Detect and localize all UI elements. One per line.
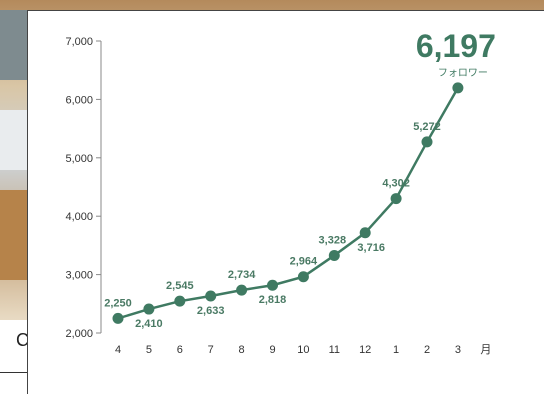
x-tick-label: 4: [115, 344, 121, 356]
x-tick-label: 5: [146, 344, 152, 356]
y-tick-label: 2,000: [65, 328, 93, 340]
partial-text: C: [16, 330, 29, 350]
headline-unit: フォロワー: [438, 68, 488, 79]
data-point: [421, 136, 433, 148]
data-label: 2,964: [290, 256, 318, 268]
headline-value: 6,197: [416, 28, 496, 64]
x-tick-label: 12: [359, 344, 371, 356]
data-point: [328, 249, 340, 261]
photo-strip: [0, 10, 27, 80]
data-point: [359, 227, 371, 239]
data-label: 3,328: [319, 234, 347, 246]
data-point: [236, 284, 248, 296]
chart-card: 2,000 3,000 4,000 5,000 6,000 7,000 4 5 6 7 8 9 10 11…: [27, 10, 544, 394]
x-tick-label: 8: [239, 344, 245, 356]
data-point: [143, 303, 155, 315]
x-tick-label: 1: [393, 344, 399, 356]
data-point: [205, 290, 217, 302]
data-label: 5,272: [413, 121, 441, 133]
photo-strip: [0, 110, 27, 170]
data-point: [267, 279, 278, 291]
y-tick-label: 5,000: [65, 153, 93, 165]
divider: [0, 372, 30, 373]
data-point: [112, 312, 124, 324]
y-tick-label: 3,000: [65, 270, 93, 282]
data-point: [452, 82, 464, 94]
x-axis-unit: 月: [480, 344, 491, 356]
data-label: 2,633: [197, 305, 225, 317]
data-label: 3,716: [357, 242, 385, 254]
y-tick-label: 4,000: [65, 211, 93, 223]
data-label: 2,250: [104, 297, 132, 309]
data-label: 2,818: [259, 294, 287, 306]
photo-strip: [0, 190, 27, 280]
x-tick-label: 3: [455, 344, 461, 356]
x-tick-label: 7: [208, 344, 214, 356]
x-tick-label: 6: [177, 344, 183, 356]
data-label: 4,302: [382, 178, 410, 190]
data-point: [297, 271, 309, 283]
y-tick-label: 7,000: [65, 36, 93, 48]
data-label: 2,410: [135, 318, 163, 330]
x-tick-label: 11: [329, 344, 340, 356]
data-label: 2,545: [166, 280, 194, 292]
data-label: 2,734: [228, 269, 256, 281]
y-tick-label: 6,000: [65, 94, 93, 106]
data-point: [174, 295, 186, 307]
x-tick-label: 10: [297, 344, 309, 356]
x-tick-label: 2: [424, 344, 430, 356]
x-tick-label: 9: [269, 344, 275, 356]
data-point: [390, 193, 402, 205]
